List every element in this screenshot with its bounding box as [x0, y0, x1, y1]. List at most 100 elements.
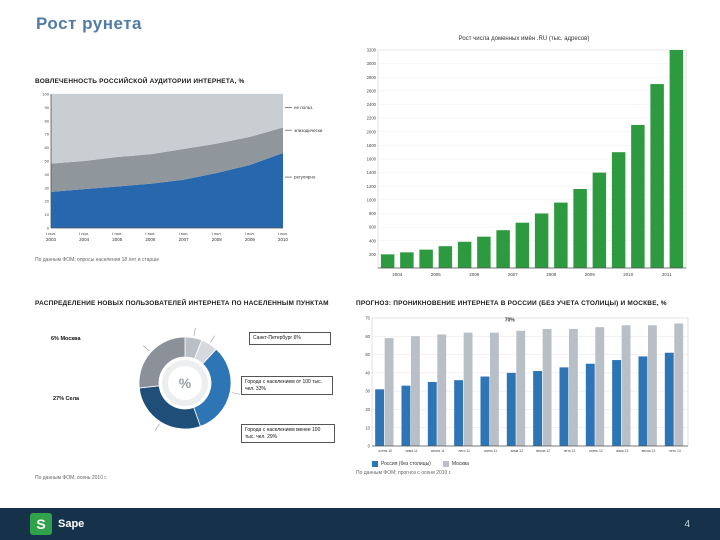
audience-footnote: По данным ФОМ; опросы населения 18 лет и…: [35, 257, 160, 264]
svg-text:2008: 2008: [546, 272, 557, 277]
svg-text:40: 40: [365, 371, 370, 376]
distribution-chart-heading: РАСПРЕДЕЛЕНИЕ НОВЫХ ПОЛЬЗОВАТЕЛЕЙ ИНТЕРН…: [35, 300, 329, 307]
svg-text:0: 0: [47, 226, 50, 231]
svg-text:2000: 2000: [367, 129, 377, 134]
panel-audience: ВОВЛЕЧЕННОСТЬ РОССИЙСКОЙ АУДИТОРИИ ИНТЕР…: [35, 78, 337, 263]
svg-text:2009: 2009: [585, 272, 596, 277]
svg-text:I пол.: I пол.: [145, 231, 155, 236]
panel-forecast: ПРОГНОЗ: ПРОНИКНОВЕНИЕ ИНТЕРНЕТА В РОССИ…: [356, 300, 692, 476]
legend-swatch: [442, 461, 449, 468]
svg-text:2004: 2004: [79, 237, 90, 242]
svg-text:50: 50: [45, 159, 50, 164]
svg-text:не польз.: не польз.: [294, 105, 313, 110]
svg-text:2011: 2011: [662, 272, 672, 277]
forecast-footnote: По данным ФОМ; прогноз с осени 2010 г.: [356, 470, 452, 477]
legend-item: Россия (без столицы): [372, 461, 431, 468]
svg-text:400: 400: [369, 238, 377, 243]
page-title: Рост рунета: [36, 14, 142, 33]
svg-text:60: 60: [365, 334, 370, 339]
svg-text:70%: 70%: [505, 318, 516, 324]
panel-distribution: РАСПРЕДЕЛЕНИЕ НОВЫХ ПОЛЬЗОВАТЕЛЕЙ ИНТЕРН…: [35, 300, 337, 500]
svg-text:зима 13: зима 13: [616, 449, 628, 453]
svg-text:2600: 2600: [367, 88, 377, 93]
svg-text:50: 50: [365, 353, 370, 358]
svg-text:осень 11: осень 11: [484, 449, 498, 453]
svg-text:осень 10: осень 10: [378, 449, 392, 453]
svg-text:2400: 2400: [367, 102, 377, 107]
forecast-grouped-bar-chart: 0 10 20 30 40 50 60 70 осень 10 зима 11 весна 11 ле…: [365, 316, 689, 453]
svg-text:%: %: [179, 375, 192, 391]
page-number: 4: [684, 518, 690, 530]
svg-text:2006: 2006: [145, 237, 156, 242]
svg-text:2007: 2007: [508, 272, 519, 277]
svg-text:регулярно: регулярно: [294, 175, 316, 180]
svg-text:20: 20: [45, 199, 50, 204]
svg-text:1000: 1000: [367, 197, 377, 202]
svg-text:70: 70: [365, 316, 370, 321]
svg-text:зима 12: зима 12: [511, 449, 523, 453]
label-spb: Санкт-Петербург 6%: [249, 332, 331, 345]
slide-footer: S Sape 4: [0, 508, 720, 540]
distribution-footnote: По данным ФОМ, осень 2010 г.: [35, 475, 107, 482]
svg-text:10: 10: [45, 213, 50, 218]
svg-text:30: 30: [365, 389, 370, 394]
svg-text:зима 11: зима 11: [405, 449, 417, 453]
svg-text:весна 11: весна 11: [431, 449, 445, 453]
svg-text:I пол.: I пол.: [212, 231, 222, 236]
svg-text:I пол.: I пол.: [46, 231, 56, 236]
svg-text:1400: 1400: [367, 170, 377, 175]
svg-text:2009: 2009: [245, 237, 256, 242]
svg-text:2007: 2007: [179, 237, 190, 242]
svg-text:лето 11: лето 11: [458, 449, 470, 453]
label-moscow: 6% Москва: [51, 336, 81, 342]
logo-icon: S: [30, 513, 52, 535]
domains-chart-title: Рост числа доменных имён .RU (тыс. адрес…: [458, 36, 590, 42]
legend-swatch: [372, 461, 378, 468]
panel-domains: Рост числа доменных имён .RU (тыс. адрес…: [358, 36, 690, 282]
svg-text:3200: 3200: [367, 48, 377, 53]
svg-text:1200: 1200: [367, 184, 377, 189]
company-logo: S Sape: [30, 513, 84, 535]
forecast-chart-heading: ПРОГНОЗ: ПРОНИКНОВЕНИЕ ИНТЕРНЕТА В РОССИ…: [356, 300, 667, 307]
svg-text:2200: 2200: [367, 116, 377, 121]
label-small-cities: Города с населением менее 100 тыс. чел. …: [241, 424, 335, 443]
svg-text:весна 13: весна 13: [642, 449, 656, 453]
svg-text:I пол.: I пол.: [112, 231, 122, 236]
svg-text:200: 200: [369, 252, 377, 257]
svg-text:I пол.: I пол.: [79, 231, 89, 236]
svg-text:70: 70: [45, 132, 50, 137]
svg-text:2005: 2005: [431, 272, 442, 277]
svg-text:20: 20: [365, 407, 370, 412]
svg-text:2005: 2005: [112, 237, 123, 242]
svg-text:0: 0: [368, 444, 371, 449]
svg-text:лето 13: лето 13: [669, 449, 681, 453]
svg-text:2010: 2010: [623, 272, 634, 277]
label-villages: 27% Села: [53, 396, 80, 402]
svg-text:лето 12: лето 12: [564, 449, 576, 453]
svg-text:2010: 2010: [278, 237, 289, 242]
svg-text:800: 800: [369, 211, 377, 216]
svg-text:I пол.: I пол.: [179, 231, 189, 236]
audience-chart-heading: ВОВЛЕЧЕННОСТЬ РОССИЙСКОЙ АУДИТОРИИ ИНТЕР…: [35, 78, 245, 85]
svg-text:3000: 3000: [367, 61, 377, 66]
distribution-donut-chart: %: [138, 328, 240, 432]
svg-text:80: 80: [45, 119, 50, 124]
svg-text:10: 10: [365, 426, 370, 431]
svg-text:весна 12: весна 12: [536, 449, 550, 453]
svg-text:1600: 1600: [367, 157, 377, 162]
svg-text:2800: 2800: [367, 75, 377, 80]
svg-text:I пол.: I пол.: [278, 231, 288, 236]
svg-text:осень 12: осень 12: [589, 449, 603, 453]
svg-text:2004: 2004: [392, 272, 403, 277]
svg-text:2006: 2006: [469, 272, 480, 277]
svg-text:1800: 1800: [367, 143, 377, 148]
svg-text:60: 60: [45, 146, 50, 151]
svg-text:эпизодически: эпизодически: [294, 128, 323, 133]
svg-text:100: 100: [42, 92, 49, 97]
legend-item: Москва: [442, 461, 469, 468]
logo-text: Sape: [58, 517, 85, 530]
svg-text:2008: 2008: [212, 237, 223, 242]
svg-text:40: 40: [45, 172, 50, 177]
svg-text:90: 90: [45, 105, 50, 110]
